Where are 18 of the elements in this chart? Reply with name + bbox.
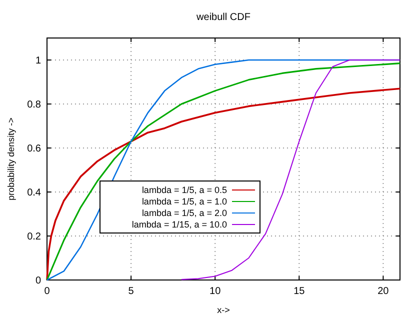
y-tick-label: 0.8 [27, 100, 42, 110]
legend-label: lambda = 1/5, a = 1.0 [142, 196, 227, 206]
x-tick-label: 10 [210, 286, 222, 297]
x-axis-title: x-> [217, 305, 230, 315]
x-tick-label: 20 [378, 286, 390, 297]
x-tick-label: 5 [128, 286, 134, 297]
legend-label: lambda = 1/5, a = 0.5 [142, 185, 227, 195]
y-tick-label: 1 [35, 56, 42, 66]
y-tick-label: 0.4 [27, 188, 42, 198]
chart-title: weibull CDF [196, 12, 250, 23]
y-tick-label: 0.2 [27, 232, 42, 242]
legend-label: lambda = 1/15, a = 10.0 [132, 220, 227, 230]
x-tick-label: 0 [44, 286, 50, 297]
x-tick-label: 15 [294, 286, 306, 297]
y-tick-label: 0 [35, 276, 42, 286]
legend-label: lambda = 1/5, a = 2.0 [142, 208, 227, 218]
y-tick-label: 0.6 [27, 144, 42, 154]
y-axis-title: probability density -> [6, 118, 16, 200]
